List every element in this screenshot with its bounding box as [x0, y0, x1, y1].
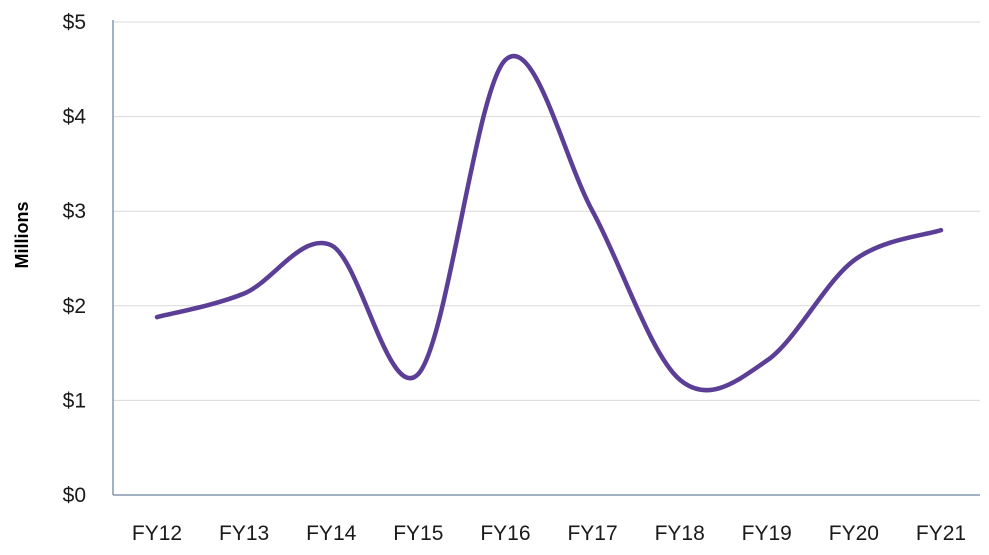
- x-tick-label: FY15: [393, 522, 443, 545]
- y-tick-label: $3: [63, 200, 86, 223]
- x-tick-label: FY21: [916, 522, 966, 545]
- x-tick-label: FY20: [829, 522, 879, 545]
- x-tick-label: FY19: [742, 522, 792, 545]
- x-tick-label: FY14: [306, 522, 357, 545]
- series-layer: [154, 54, 944, 393]
- y-tick-label: $0: [63, 484, 86, 507]
- x-tick-label: FY16: [480, 522, 530, 545]
- y-axis-title: Millions: [12, 202, 32, 269]
- x-tick-label: FY18: [655, 522, 705, 545]
- y-tick-label: $5: [63, 11, 86, 34]
- y-tick-label: $1: [63, 389, 86, 412]
- series-line: [154, 54, 944, 393]
- y-tick-labels: $0 $1 $2 $3 $4 $5: [63, 11, 87, 507]
- axes: [112, 20, 980, 496]
- x-tick-labels: FY12 FY13 FY14 FY15 FY16 FY17 FY18 FY19 FY20 FY21: [132, 522, 966, 545]
- x-tick-label: FY13: [219, 522, 269, 545]
- x-tick-label: FY12: [132, 522, 182, 545]
- gridlines: [113, 21, 980, 401]
- y-tick-label: $2: [63, 295, 86, 318]
- x-tick-label: FY17: [567, 522, 617, 545]
- y-tick-label: $4: [63, 106, 87, 129]
